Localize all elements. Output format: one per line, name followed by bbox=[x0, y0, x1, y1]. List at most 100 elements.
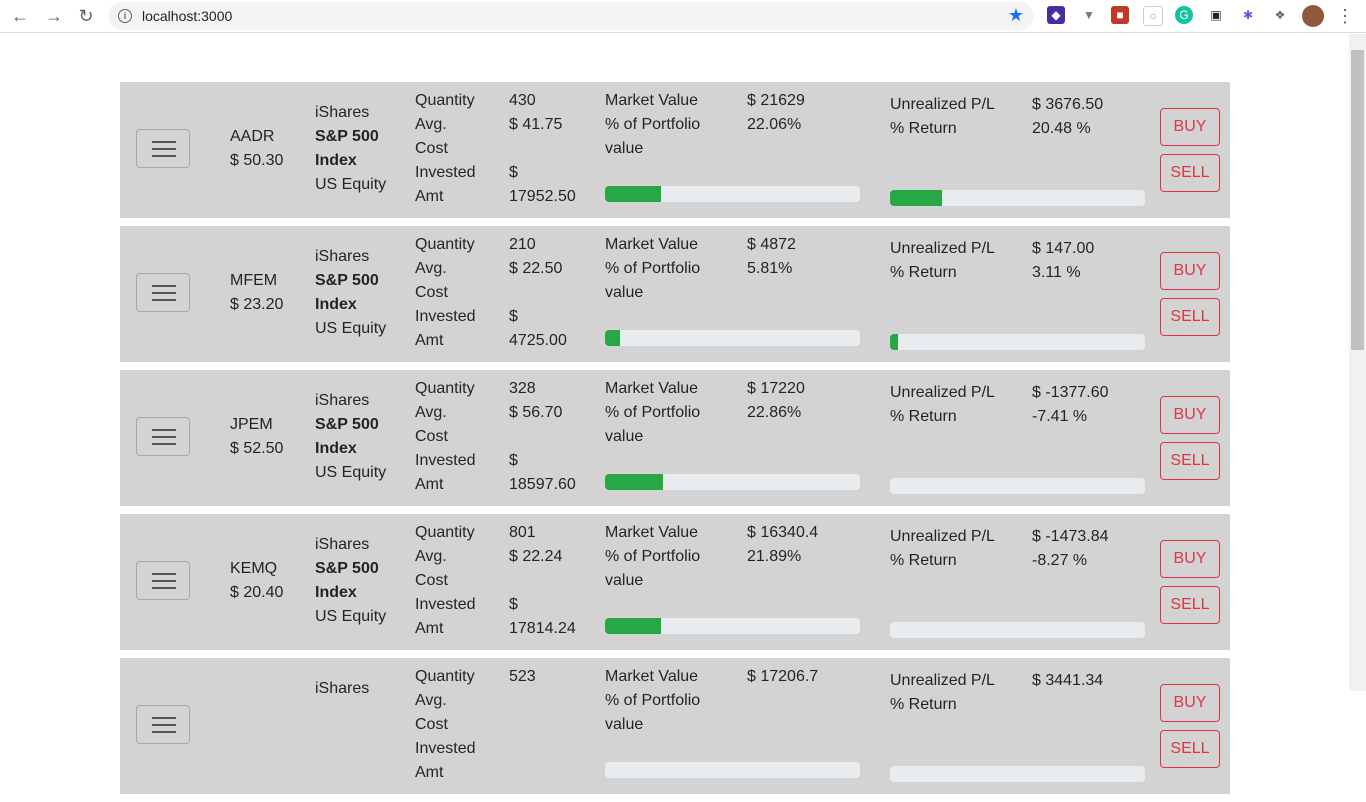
scrollbar[interactable] bbox=[1349, 34, 1366, 691]
extension-icon[interactable]: ✱ bbox=[1239, 6, 1257, 24]
market-value-label: Market Value bbox=[605, 92, 699, 109]
market-values: $ 4872 5.81% bbox=[747, 233, 796, 281]
value-label: value bbox=[605, 716, 644, 733]
pct-portfolio: 21.89% bbox=[747, 548, 802, 565]
buy-button[interactable]: BUY bbox=[1160, 396, 1220, 434]
buy-button[interactable]: BUY bbox=[1160, 108, 1220, 146]
portfolio-progress-bar bbox=[605, 330, 860, 346]
extension-icon[interactable]: ▣ bbox=[1207, 6, 1225, 24]
sell-button[interactable]: SELL bbox=[1160, 298, 1220, 336]
invested-amount: 4725.00 bbox=[509, 332, 567, 349]
market-labels: Market Value % of Portfolio value bbox=[605, 89, 735, 161]
avg-label: Avg. bbox=[415, 692, 447, 709]
avg-label: Avg. bbox=[415, 116, 447, 133]
extension-icon[interactable]: ◆ bbox=[1047, 6, 1065, 24]
back-arrow-icon[interactable]: ← bbox=[11, 6, 29, 26]
position-values: 430 $ 41.75 $ 17952.50 bbox=[509, 89, 599, 209]
bookmark-star-icon[interactable]: ★ bbox=[1007, 5, 1024, 25]
ticker-block: JPEM $ 52.50 bbox=[230, 413, 283, 461]
portfolio-progress-bar bbox=[605, 762, 860, 778]
invested-label: Invested bbox=[415, 452, 476, 469]
ticker-price: $ 20.40 bbox=[230, 584, 284, 601]
invested-currency: $ bbox=[509, 308, 518, 325]
buy-button[interactable]: BUY bbox=[1160, 540, 1220, 578]
fund-block: iShares bbox=[315, 677, 369, 701]
quantity-value: 523 bbox=[509, 668, 536, 685]
fund-issuer: iShares bbox=[315, 248, 370, 265]
info-icon[interactable]: i bbox=[118, 9, 132, 23]
pct-return: 20.48 % bbox=[1032, 120, 1091, 137]
menu-kebab-icon[interactable]: ⋮ bbox=[1336, 6, 1354, 26]
ticker-symbol: MFEM bbox=[230, 272, 278, 289]
sell-button[interactable]: SELL bbox=[1160, 154, 1220, 192]
scrollbar-thumb[interactable] bbox=[1351, 50, 1364, 350]
address-bar[interactable]: i localhost:3000 ★ bbox=[108, 2, 1034, 30]
market-values: $ 17206.7 bbox=[747, 665, 818, 689]
forward-arrow-icon[interactable]: → bbox=[45, 6, 63, 26]
fund-category: US Equity bbox=[315, 176, 387, 193]
menu-button[interactable] bbox=[136, 129, 190, 168]
ticker-block: MFEM $ 23.20 bbox=[230, 269, 283, 317]
return-progress-bar bbox=[890, 622, 1145, 638]
quantity-label: Quantity bbox=[415, 236, 475, 253]
quantity-value: 210 bbox=[509, 236, 536, 253]
avg-label: Avg. bbox=[415, 404, 447, 421]
pl-values: $ 3441.34 bbox=[1032, 669, 1103, 693]
ticker-symbol: AADR bbox=[230, 128, 275, 145]
position-values: 328 $ 56.70 $ 18597.60 bbox=[509, 377, 599, 497]
quantity-label: Quantity bbox=[415, 524, 475, 541]
position-values: 523 bbox=[509, 665, 599, 713]
position-labels: Quantity Avg. Cost Invested Amt bbox=[415, 665, 495, 785]
return-progress-bar bbox=[890, 334, 1145, 350]
fund-index: S&P 500 bbox=[315, 128, 379, 145]
position-values: 210 $ 22.50 $ 4725.00 bbox=[509, 233, 599, 353]
pl-values: $ 147.00 3.11 % bbox=[1032, 237, 1094, 285]
holding-card: AADR $ 50.30 iShares S&P 500 Index US Eq… bbox=[120, 82, 1230, 218]
extension-icon[interactable]: ○ bbox=[1143, 6, 1163, 26]
puzzle-icon[interactable]: ❖ bbox=[1271, 6, 1289, 24]
value-label: value bbox=[605, 428, 644, 445]
pct-portfolio: 22.06% bbox=[747, 116, 802, 133]
fund-index: S&P 500 bbox=[315, 272, 379, 289]
pct-return-label: % Return bbox=[890, 408, 957, 425]
extension-icon[interactable]: ■ bbox=[1111, 6, 1129, 24]
cost-label: Cost bbox=[415, 716, 448, 733]
sell-button[interactable]: SELL bbox=[1160, 730, 1220, 768]
reload-icon[interactable]: ↻ bbox=[78, 6, 94, 26]
menu-button[interactable] bbox=[136, 417, 190, 456]
avatar[interactable] bbox=[1302, 5, 1324, 27]
grammarly-icon[interactable]: G bbox=[1175, 6, 1193, 24]
fund-block: iShares S&P 500 Index US Equity bbox=[315, 245, 386, 341]
quantity-label: Quantity bbox=[415, 92, 475, 109]
invested-label: Invested bbox=[415, 164, 476, 181]
avg-cost-value: $ 22.50 bbox=[509, 260, 563, 277]
fund-index-suffix: Index bbox=[315, 296, 357, 313]
sell-button[interactable]: SELL bbox=[1160, 586, 1220, 624]
extension-icon[interactable]: ▼ bbox=[1083, 8, 1095, 22]
portfolio-progress-bar bbox=[605, 618, 860, 634]
buy-button[interactable]: BUY bbox=[1160, 684, 1220, 722]
menu-button[interactable] bbox=[136, 273, 190, 312]
buy-button[interactable]: BUY bbox=[1160, 252, 1220, 290]
pct-portfolio: 5.81% bbox=[747, 260, 793, 277]
quantity-label: Quantity bbox=[415, 380, 475, 397]
pct-portfolio-label: % of Portfolio bbox=[605, 692, 701, 709]
amt-label: Amt bbox=[415, 188, 444, 205]
pct-portfolio-label: % of Portfolio bbox=[605, 116, 701, 133]
portfolio-progress-fill bbox=[605, 330, 620, 346]
ticker-price: $ 50.30 bbox=[230, 152, 284, 169]
invested-currency: $ bbox=[509, 164, 518, 181]
menu-button[interactable] bbox=[136, 561, 190, 600]
url-text[interactable]: localhost:3000 bbox=[142, 8, 233, 24]
sell-button[interactable]: SELL bbox=[1160, 442, 1220, 480]
invested-amount: 17814.24 bbox=[509, 620, 576, 637]
avg-cost-value: $ 41.75 bbox=[509, 116, 563, 133]
invested-currency: $ bbox=[509, 596, 518, 613]
unrealized-pl: $ 3441.34 bbox=[1032, 672, 1104, 689]
pct-return: -7.41 % bbox=[1032, 408, 1088, 425]
menu-button[interactable] bbox=[136, 705, 190, 744]
invested-label: Invested bbox=[415, 596, 476, 613]
pct-return-label: % Return bbox=[890, 120, 957, 137]
fund-issuer: iShares bbox=[315, 536, 370, 553]
market-values: $ 16340.4 21.89% bbox=[747, 521, 818, 569]
